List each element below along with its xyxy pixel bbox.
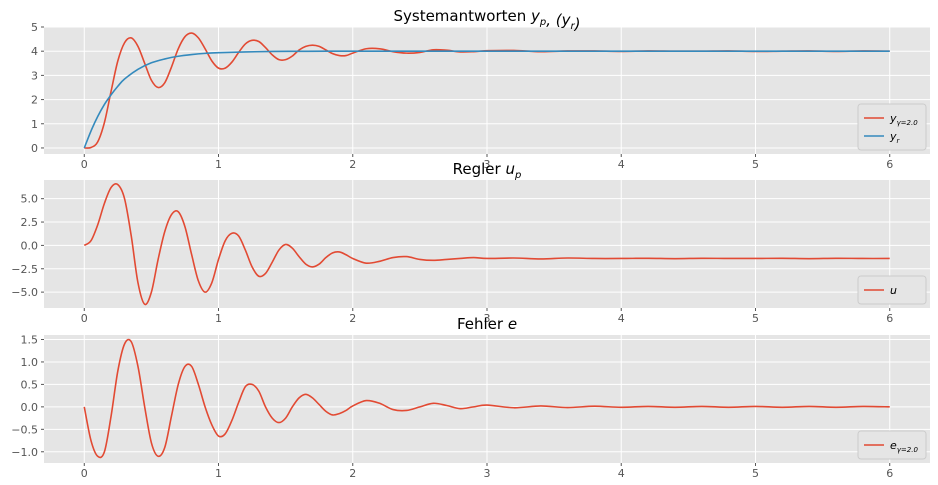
y-tick-label: −2.5 — [11, 263, 38, 276]
x-tick-label: 6 — [886, 158, 893, 171]
x-tick-label: 6 — [886, 467, 893, 480]
x-tick-label: 1 — [215, 467, 222, 480]
x-tick-label: 1 — [215, 158, 222, 171]
y-tick-label: 1.5 — [21, 333, 39, 346]
subplot-title: Regler up — [453, 160, 522, 181]
x-tick-label: 4 — [618, 312, 625, 325]
subplot-1: 0 1 2 3 4 5 6 0 1 2 3 4 5 Systemantworten yp, (yr) yγ=… — [31, 7, 930, 171]
x-tick-label: 3 — [484, 158, 491, 171]
y-tick-label: 0.0 — [21, 401, 39, 414]
y-tick-label: 0.5 — [21, 378, 39, 391]
x-tick-label: 0 — [81, 158, 88, 171]
y-tick-label: 4 — [31, 45, 38, 58]
x-tick-label: 4 — [618, 467, 625, 480]
legend-box — [857, 103, 927, 151]
legend-label: eγ=2.0 — [890, 439, 918, 454]
legend-label: yr — [889, 130, 901, 145]
x-tick-label: 2 — [349, 158, 356, 171]
legend-box — [857, 430, 927, 460]
y-tick-label: −0.5 — [11, 423, 38, 436]
series-line-1 — [83, 338, 890, 459]
subplot-title: Systemantworten yp, (yr) — [393, 7, 580, 33]
legend: u — [857, 275, 927, 305]
y-tick-label: −1.0 — [11, 446, 38, 459]
legend-label: yγ=2.0 — [889, 112, 918, 127]
x-tick-label: 6 — [886, 312, 893, 325]
x-tick-label: 3 — [484, 467, 491, 480]
x-tick-label: 3 — [484, 312, 491, 325]
subplot-title: Fehler e — [457, 315, 517, 333]
x-tick-label: 5 — [752, 467, 759, 480]
y-tick-label: 5.0 — [21, 193, 39, 206]
y-tick-label: 1 — [31, 118, 38, 131]
y-tick-label: 3 — [31, 69, 38, 82]
x-tick-label: 5 — [752, 312, 759, 325]
y-tick-label: 2.5 — [21, 216, 39, 229]
y-tick-label: 0.0 — [21, 239, 39, 252]
y-tick-label: 2 — [31, 94, 38, 107]
legend-box — [857, 275, 927, 305]
x-tick-label: 4 — [618, 158, 625, 171]
series-line-2 — [83, 50, 890, 149]
x-tick-label: 0 — [81, 312, 88, 325]
x-tick-label: 5 — [752, 158, 759, 171]
y-tick-label: −5.0 — [11, 286, 38, 299]
x-tick-label: 1 — [215, 312, 222, 325]
series-line-1 — [83, 183, 890, 306]
y-tick-label: 0 — [31, 142, 38, 155]
y-tick-label: 1.0 — [21, 356, 39, 369]
y-tick-label: 5 — [31, 21, 38, 34]
subplot-2: 0 1 2 3 4 5 6 −5.0 −2.5 0.0 2.5 5.0 Regler up u — [11, 160, 930, 325]
x-tick-label: 2 — [349, 312, 356, 325]
subplot-3: 0 1 2 3 4 5 6 −1.0 −0.5 0.0 0.5 1.0 1.5 Fehler e eγ=2.… — [11, 315, 930, 480]
x-tick-label: 0 — [81, 467, 88, 480]
legend: eγ=2.0 — [857, 430, 927, 460]
x-tick-label: 2 — [349, 467, 356, 480]
legend: yγ=2.0 yr — [857, 103, 927, 151]
legend-label: u — [890, 284, 897, 297]
